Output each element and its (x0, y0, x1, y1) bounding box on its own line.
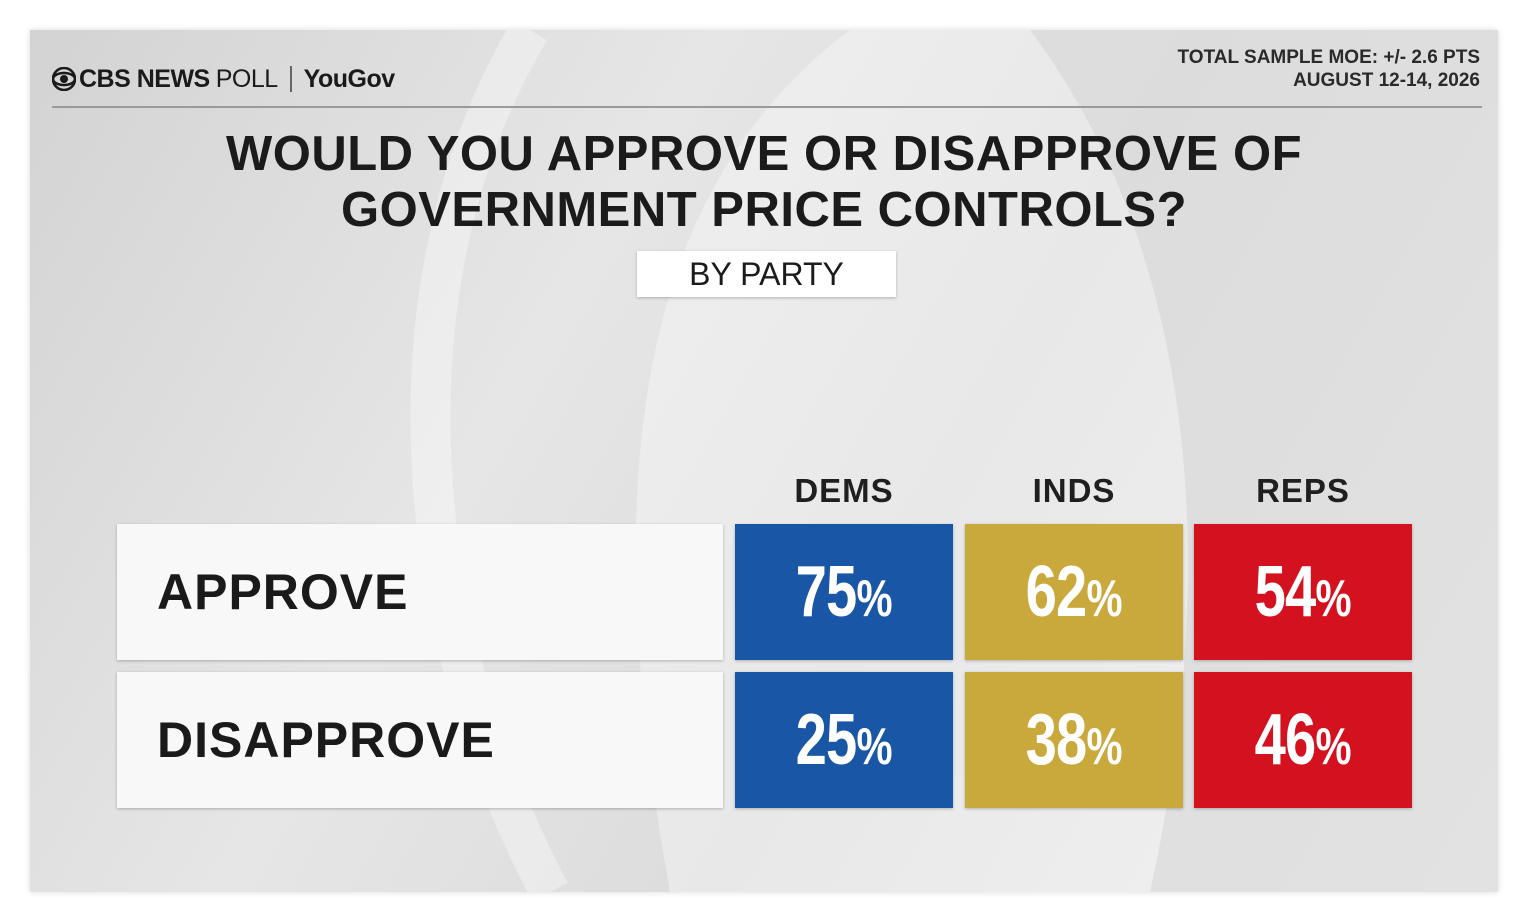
data-cell-approve-dems: 75% (735, 524, 953, 660)
chart-subtitle: BY PARTY (637, 251, 896, 297)
data-label: 75% (795, 552, 893, 632)
moe-text: TOTAL SAMPLE MOE: +/- 2.6 PTS (1177, 47, 1480, 68)
moe-info: TOTAL SAMPLE MOE: +/- 2.6 PTS AUGUST 12-… (1178, 46, 1480, 92)
poll-graphic: CBS NEWS POLL YouGov TOTAL SAMPLE MOE: +… (30, 30, 1498, 892)
chart-title-line2: GOVERNMENT PRICE CONTROLS? (340, 183, 1188, 237)
cbs-eye-icon (52, 67, 76, 91)
brand-divider (289, 66, 292, 92)
chart-title: WOULD YOU APPROVE OR DISAPPROVE OF GOVER… (30, 126, 1498, 238)
row-label-text: APPROVE (157, 564, 409, 620)
data-cell-disapprove-inds: 38% (965, 672, 1183, 808)
column-header-reps: REPS (1256, 472, 1350, 509)
brand-yougov: YouGov (303, 64, 395, 93)
data-label: 25% (795, 700, 893, 780)
header-divider (52, 106, 1482, 108)
data-cell-approve-reps: 54% (1194, 524, 1412, 660)
data-cell-disapprove-reps: 46% (1194, 672, 1412, 808)
chart-title-line1: WOULD YOU APPROVE OR DISAPPROVE OF (225, 127, 1303, 181)
column-header-dems: DEMS (794, 472, 894, 509)
data-cell-approve-inds: 62% (965, 524, 1183, 660)
data-label: 54% (1254, 552, 1352, 632)
data-label: 46% (1254, 700, 1352, 780)
brand-poll: POLL (215, 64, 278, 93)
poll-date: AUGUST 12-14, 2026 (1293, 70, 1480, 91)
row-label-text: DISAPPROVE (157, 712, 495, 768)
row-label-approve: APPROVE (117, 524, 723, 660)
data-cell-disapprove-dems: 25% (735, 672, 953, 808)
brand-cbs-news: CBS NEWS (79, 64, 210, 93)
column-header-inds: INDS (1032, 472, 1116, 509)
data-label: 38% (1025, 700, 1123, 780)
brand-logo: CBS NEWS POLL YouGov (52, 62, 395, 96)
data-label: 62% (1025, 552, 1123, 632)
row-label-disapprove: DISAPPROVE (117, 672, 723, 808)
